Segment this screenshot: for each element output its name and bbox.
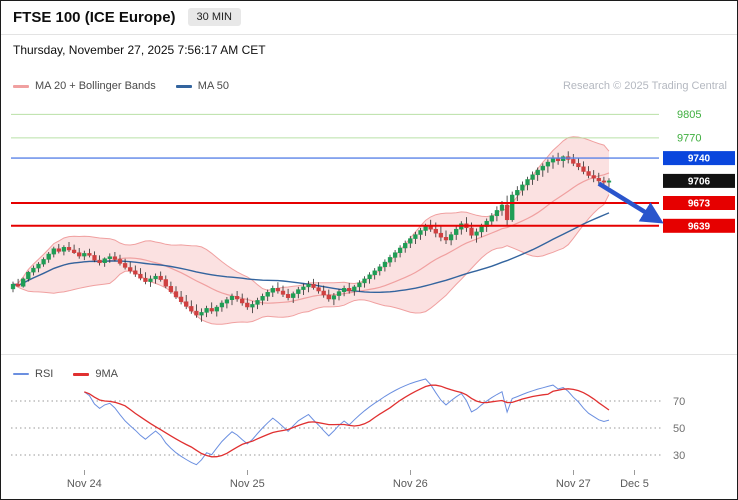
price-badge-9673 [663, 196, 735, 210]
instrument-title: FTSE 100 (ICE Europe) [13, 8, 176, 26]
price-level-label-9805: 9805 [677, 109, 701, 121]
price-badge-label-9673: 9673 [688, 199, 711, 210]
main-legend: MA 20 + Bollinger Bands MA 50 Research ©… [13, 80, 727, 92]
rsi-legend: RSI 9MA [13, 368, 727, 380]
x-axis-label: Nov 25 [229, 478, 265, 490]
x-axis-tick [247, 470, 249, 475]
chart-datetime: Thursday, November 27, 2025 7:56:17 AM C… [13, 43, 266, 57]
rsi-line [84, 378, 610, 466]
panel-divider [1, 354, 737, 355]
x-axis-tick [573, 470, 575, 475]
forecast-arrow [597, 181, 664, 224]
timeframe-badge: 30 MIN [187, 8, 242, 26]
ma50-label: MA 50 [197, 80, 229, 92]
x-axis-label: Nov 27 [555, 478, 591, 490]
ma50-line [12, 212, 610, 293]
price-chart: 9805 9770 9740 9706 9673 9639 [10, 109, 735, 325]
price-badge-label-9740: 9740 [688, 154, 711, 165]
price-badge-label-9706: 9706 [688, 176, 711, 187]
rsi-9ma-line [84, 384, 610, 458]
price-badge-9639 [663, 218, 735, 233]
research-credit: Research © 2025 Trading Central [562, 80, 727, 92]
x-axis-label: Dec 5 [620, 478, 649, 490]
legend-rsi-item: RSI [13, 368, 53, 380]
ma20-bollinger-label: MA 20 + Bollinger Bands [35, 80, 156, 92]
price-badge-9740 [663, 151, 735, 166]
ma50-swatch-icon [175, 84, 192, 88]
price-badge-label-9639: 9639 [688, 221, 711, 232]
rsi-guide-label-30: 30 [673, 450, 685, 462]
x-axis-tick [634, 470, 636, 475]
x-axis-label: Nov 26 [392, 478, 428, 490]
legend-ma50: MA 50 [175, 80, 229, 92]
rsi-label: RSI [35, 368, 54, 380]
x-axis: Nov 24 Nov 25 Nov 26 Nov 27 Dec 5 [1, 469, 737, 499]
x-axis-tick [84, 470, 86, 475]
rsi-swatch-icon [13, 373, 29, 375]
header: FTSE 100 (ICE Europe) 30 MIN [13, 8, 242, 26]
price-level-label-9770: 9770 [677, 132, 701, 144]
rsi-guide-label-70: 70 [673, 396, 685, 408]
bollinger-lower-line [12, 194, 610, 325]
bollinger-upper-line [12, 136, 610, 291]
nine-ma-swatch-icon [73, 372, 90, 376]
legend-9ma-item: 9MA [73, 368, 118, 380]
ma20-bollinger-swatch-icon [13, 84, 29, 88]
x-axis-label: Nov 24 [66, 478, 102, 490]
header-divider [1, 34, 737, 35]
nine-ma-label: 9MA [95, 368, 118, 380]
price-badge-9706 [663, 173, 735, 188]
rsi-guide-label-50: 50 [673, 423, 685, 435]
x-axis-tick [410, 470, 412, 475]
legend-ma20-bollinger: MA 20 + Bollinger Bands [13, 80, 156, 92]
rsi-chart: 70 50 30 [11, 378, 685, 466]
